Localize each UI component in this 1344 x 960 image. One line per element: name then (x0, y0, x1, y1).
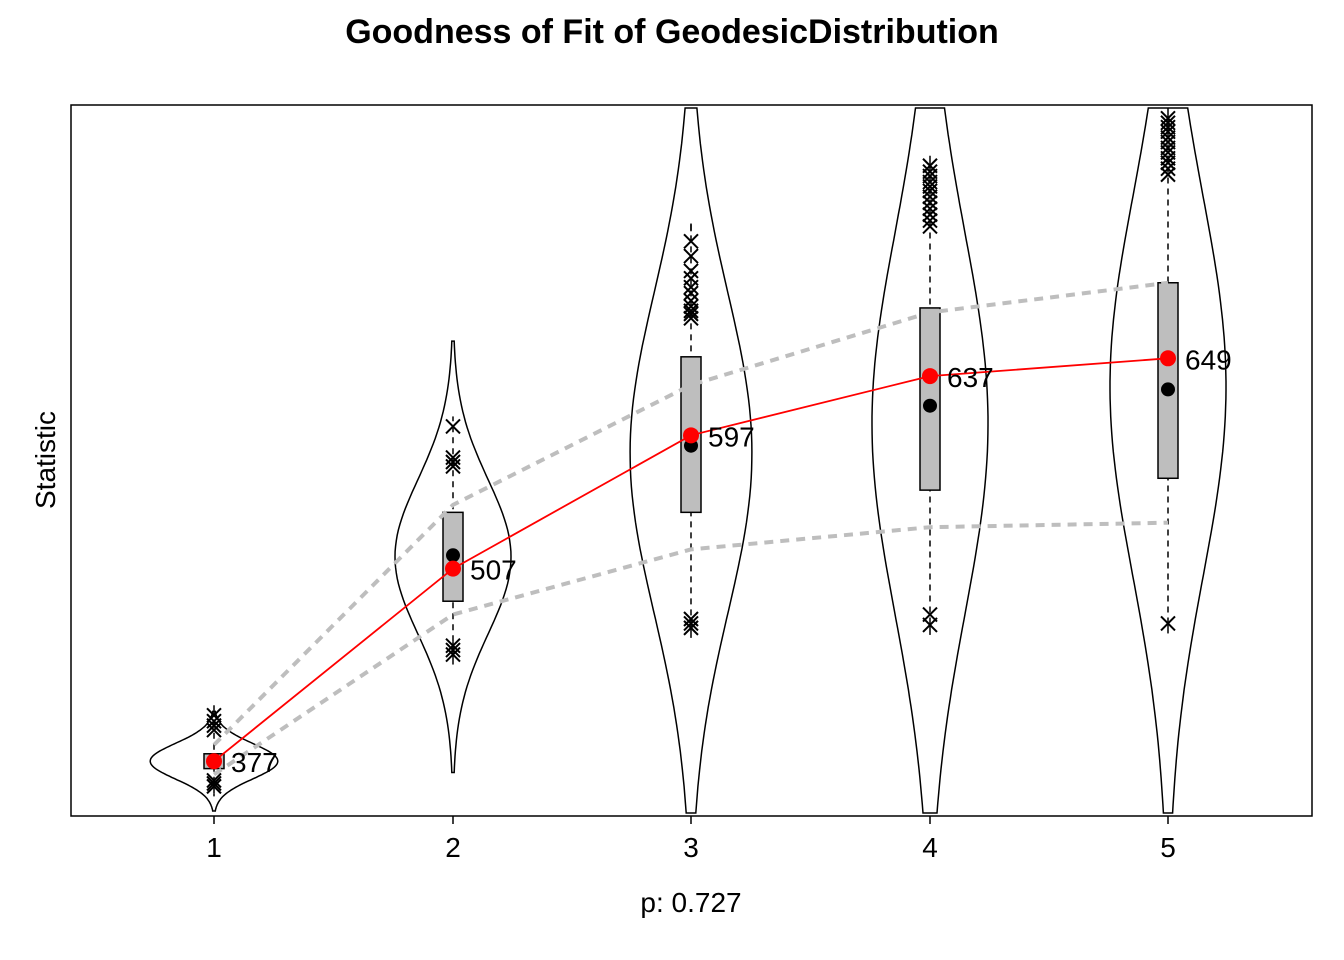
outlier-low-3-2-stroke-b (683, 611, 699, 627)
outlier-high-5-11-stroke-b (1160, 110, 1176, 127)
outlier-high-1-3 (206, 707, 222, 723)
outlier-high-4-2-stroke-b (922, 206, 938, 223)
outlier-high-5-0 (1160, 166, 1176, 183)
x-axis-label: p: 0.727 (640, 887, 741, 918)
outlier-high-5-10 (1160, 115, 1176, 131)
y-axis-label: Statistic (30, 411, 61, 509)
median-dot-5 (1161, 382, 1175, 397)
outlier-high-1-3-stroke-b (206, 707, 222, 723)
outlier-high-4-4 (922, 195, 938, 211)
outlier-high-3-1-stroke-b (683, 306, 699, 322)
outlier-high-2-1-stroke-b (445, 454, 461, 470)
plot-area: 377 507 597 637 649 (149, 107, 1232, 814)
violin-2 (394, 340, 512, 774)
observed-point-3 (683, 427, 699, 444)
outlier-high-2-3 (445, 418, 461, 435)
outlier-low-1-1-stroke-b (206, 775, 222, 792)
outlier-high-1-2 (206, 713, 222, 729)
outlier-high-4-10-stroke-b (922, 163, 938, 180)
x-tick-label-4: 4 (922, 832, 938, 863)
observed-point-1 (206, 753, 222, 770)
outlier-high-5-11 (1160, 110, 1176, 127)
outlier-low-5-0 (1160, 615, 1176, 632)
violin-4 (871, 107, 989, 814)
outlier-high-2-2 (445, 449, 461, 466)
outlier-high-3-9-stroke-b (683, 248, 699, 264)
outlier-high-4-3-stroke-b (922, 200, 938, 217)
observed-point-2 (445, 560, 461, 577)
outlier-low-1-0-stroke-b (206, 778, 222, 795)
outlier-low-2-1 (445, 642, 461, 658)
outlier-high-4-11 (922, 158, 938, 174)
outlier-low-5-0-stroke-b (1160, 615, 1176, 632)
outlier-high-3-5 (683, 285, 699, 301)
observed-label-5: 649 (1185, 344, 1232, 375)
outlier-low-1-1 (206, 775, 222, 792)
outlier-high-3-0 (683, 310, 699, 327)
outlier-high-2-3-stroke-b (445, 418, 461, 435)
observed-point-4 (922, 368, 938, 385)
violin-3 (629, 107, 753, 814)
outlier-low-2-1-stroke-b (445, 642, 461, 658)
outlier-high-2-2-stroke-b (445, 449, 461, 466)
outlier-low-3-1 (683, 615, 699, 632)
outlier-high-4-1 (922, 212, 938, 229)
x-tick-label-3: 3 (683, 832, 699, 863)
violin-1 (149, 710, 279, 812)
outlier-high-3-10-stroke-b (683, 233, 699, 249)
outlier-low-4-1-stroke-b (922, 606, 938, 623)
observed-label-2: 507 (470, 555, 517, 586)
outlier-low-3-2 (683, 611, 699, 627)
outlier-low-2-2 (445, 637, 461, 654)
outlier-high-3-8 (683, 263, 699, 279)
x-tick-label-1: 1 (206, 832, 222, 863)
box-5 (1157, 282, 1179, 480)
x-tick-label-5: 5 (1160, 832, 1176, 863)
violin-5 (1109, 107, 1227, 814)
outlier-high-3-8-stroke-b (683, 263, 699, 279)
outlier-high-3-9 (683, 248, 699, 264)
outlier-high-3-1 (683, 306, 699, 322)
ci-lower-line (212, 520, 1169, 777)
x-tick-label-2: 2 (445, 832, 461, 863)
observed-point-5 (1160, 350, 1176, 367)
outlier-high-3-0-stroke-b (683, 310, 699, 327)
outlier-high-2-1 (445, 454, 461, 470)
ci-upper-line (212, 280, 1169, 747)
outlier-high-4-10 (922, 163, 938, 180)
outlier-high-3-10 (683, 233, 699, 249)
outlier-high-3-3 (683, 298, 699, 315)
outlier-high-3-4-stroke-b (683, 292, 699, 309)
outlier-low-1-0 (206, 778, 222, 795)
outlier-high-4-3 (922, 200, 938, 217)
outlier-high-4-0-stroke-b (922, 218, 938, 235)
outlier-high-5-0-stroke-b (1160, 166, 1176, 183)
outlier-high-3-4 (683, 292, 699, 309)
outlier-low-2-2-stroke-b (445, 637, 461, 654)
observed-label-1: 377 (231, 747, 278, 778)
outlier-high-3-3-stroke-b (683, 298, 699, 315)
outlier-low-4-1 (922, 606, 938, 623)
outlier-high-4-11-stroke-b (922, 158, 938, 174)
outlier-high-4-4-stroke-b (922, 195, 938, 211)
outlier-high-3-7 (683, 270, 699, 287)
median-dot-2 (446, 548, 460, 563)
outlier-high-3-5-stroke-b (683, 285, 699, 301)
outlier-high-3-7-stroke-b (683, 270, 699, 287)
outlier-high-4-2 (922, 206, 938, 223)
outlier-low-1-2-stroke-b (206, 772, 222, 789)
outlier-high-5-10-stroke-b (1160, 115, 1176, 131)
outlier-high-4-1-stroke-b (922, 212, 938, 229)
outlier-low-1-2 (206, 772, 222, 789)
outlier-high-4-0 (922, 218, 938, 235)
outlier-high-1-2-stroke-b (206, 713, 222, 729)
median-dot-4 (923, 398, 937, 413)
observed-label-3: 597 (708, 421, 755, 452)
chart-title: Goodness of Fit of GeodesicDistribution (345, 13, 999, 51)
outlier-low-3-1-stroke-b (683, 615, 699, 632)
x-axis: 1 2 3 4 5 (206, 816, 1176, 863)
observed-label-4: 637 (947, 362, 994, 393)
